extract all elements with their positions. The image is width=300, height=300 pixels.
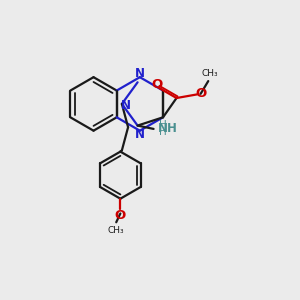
Text: O: O xyxy=(195,87,207,100)
Text: O: O xyxy=(115,209,126,222)
Text: H: H xyxy=(159,128,167,137)
Text: CH₃: CH₃ xyxy=(108,226,124,235)
Text: N: N xyxy=(135,67,145,80)
Text: CH₃: CH₃ xyxy=(201,69,218,78)
Text: NH: NH xyxy=(158,122,178,135)
Text: O: O xyxy=(151,77,163,91)
Text: H: H xyxy=(159,120,167,130)
Text: N: N xyxy=(135,128,145,141)
Text: N: N xyxy=(121,99,131,112)
